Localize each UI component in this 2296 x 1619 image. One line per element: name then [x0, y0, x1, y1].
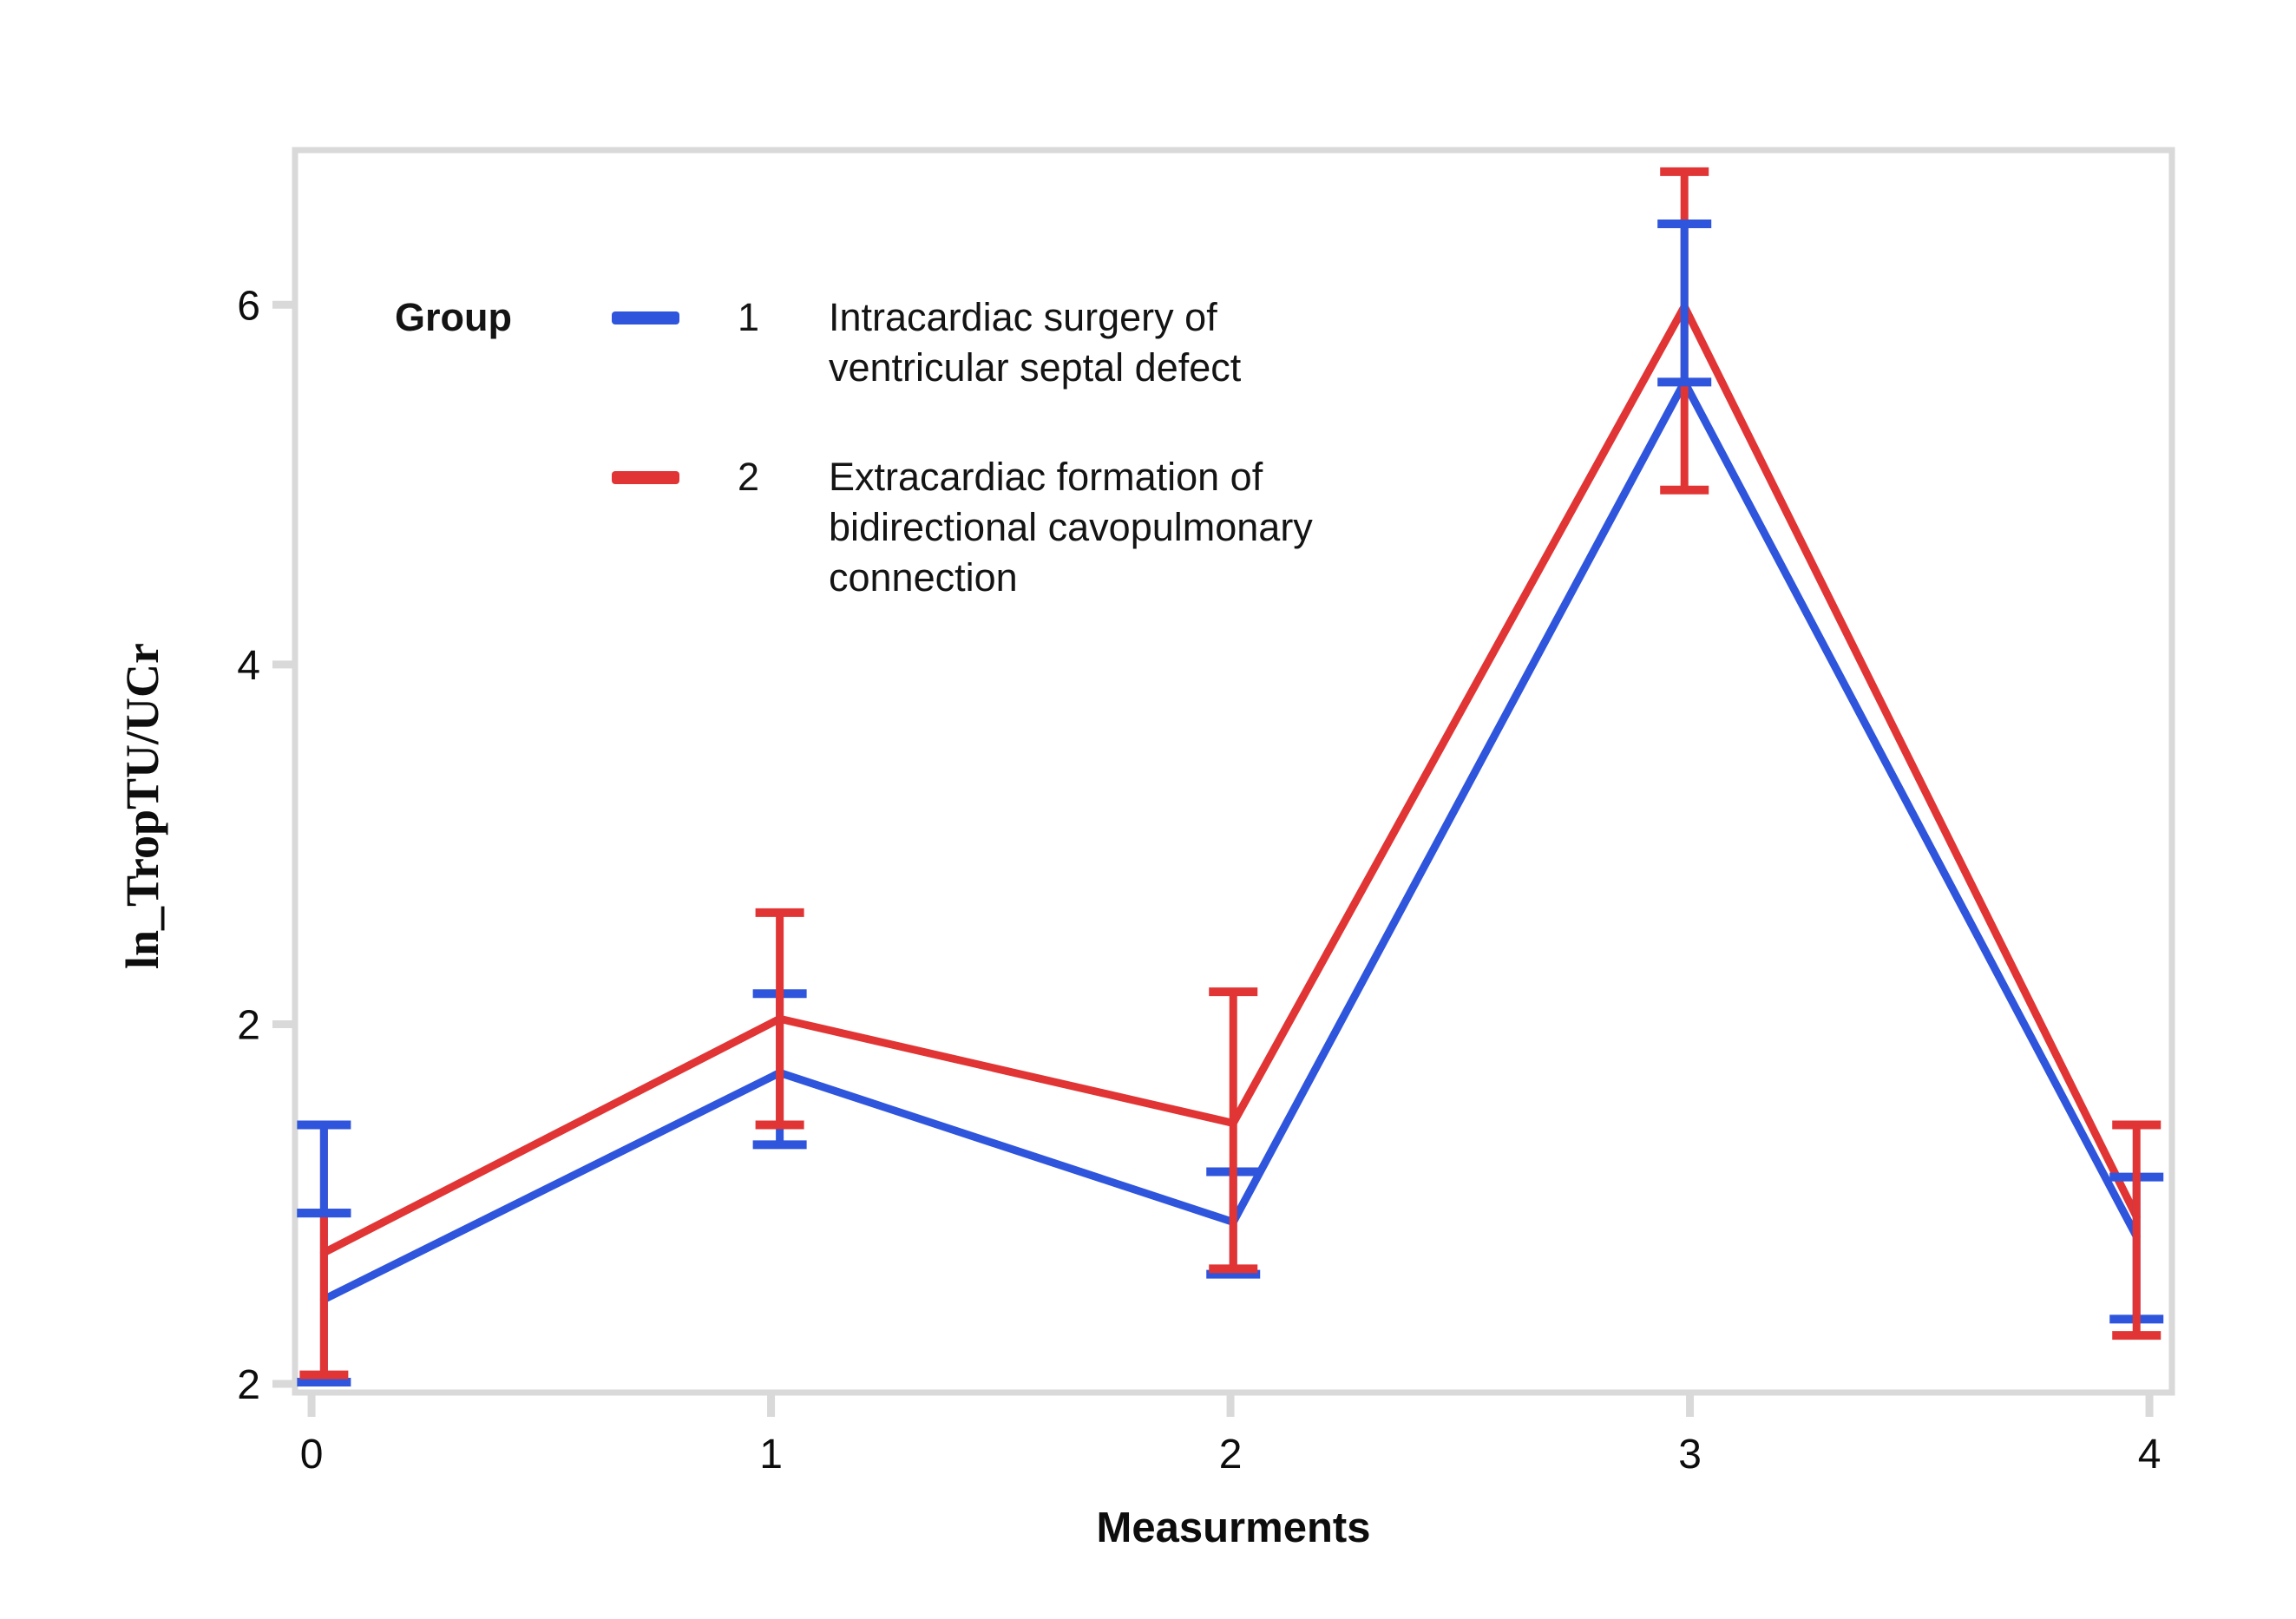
- x-tick-label: 2: [1219, 1432, 1243, 1478]
- error-bar-group-2: [755, 908, 804, 1130]
- legend-title: Group: [395, 295, 512, 339]
- legend-key: 1: [738, 295, 760, 339]
- legend-label-line: connection: [829, 555, 1018, 600]
- x-tick-label: 1: [759, 1432, 783, 1478]
- legend-label-line: Extracardiac formation of: [829, 455, 1263, 499]
- legend-label-line: ventricular septal defect: [829, 345, 1242, 390]
- x-axis-title: Measurments: [1096, 1504, 1371, 1551]
- y-tick-label: 2: [237, 1002, 260, 1048]
- legend-swatch-cell: [612, 292, 703, 343]
- legend-label-line: bidirectional cavopulmonary: [829, 505, 1313, 549]
- axis-tick-labels: 0 1 2 3 4 2 2 4 6: [237, 283, 2161, 1478]
- y-tick-label: 4: [237, 643, 260, 689]
- legend-label: Intracardiac surgery of ventricular septa…: [829, 292, 1313, 393]
- y-tick-label: 2: [237, 1362, 260, 1408]
- legend-swatch-group-1: [612, 311, 679, 324]
- error-bars: [297, 167, 2164, 1386]
- legend-title-spacer: [395, 452, 612, 603]
- legend-label-line: Intracardiac surgery of: [829, 295, 1217, 339]
- error-bar-group-2: [2112, 1120, 2162, 1340]
- x-tick-label: 0: [300, 1432, 324, 1478]
- x-tick-label: 3: [1678, 1432, 1702, 1478]
- axis-ticks: [272, 300, 2154, 1417]
- error-bar-group-1: [297, 1120, 351, 1218]
- y-axis-title: ln_TropTU/UCr: [116, 642, 168, 970]
- y-tick-label: 6: [237, 283, 260, 329]
- legend-swatch-group-2: [612, 470, 679, 484]
- legend-label: Extracardiac formation of bidirectional c…: [829, 452, 1313, 603]
- error-bar-group-1: [1657, 219, 1712, 387]
- legend-key: 2: [738, 455, 760, 499]
- error-bar-group-2: [1209, 987, 1258, 1274]
- legend-swatch-cell: [612, 452, 703, 502]
- legend: Group 1 Intracardiac surgery of ventricula…: [395, 292, 1313, 603]
- x-tick-label: 4: [2138, 1432, 2162, 1478]
